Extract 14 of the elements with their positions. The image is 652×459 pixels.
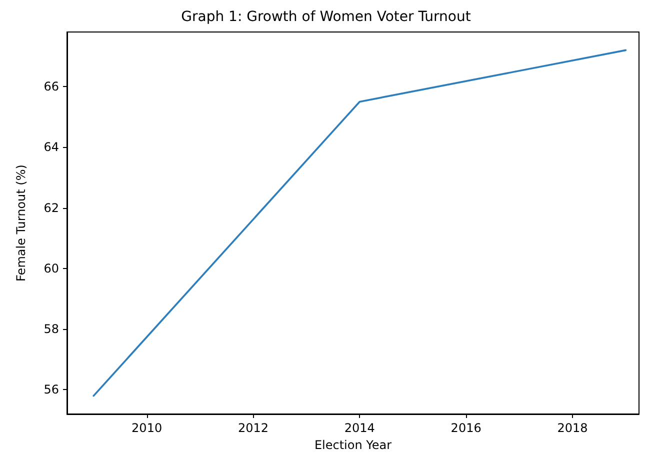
- x-tick-label: 2018: [557, 421, 588, 435]
- x-tick-label: 2010: [132, 421, 162, 435]
- y-tick-label: 58: [44, 322, 59, 336]
- x-axis-title: Election Year: [314, 438, 392, 452]
- y-tick-label: 62: [44, 200, 59, 215]
- x-tick-label: 2014: [344, 421, 375, 435]
- y-tick-label: 60: [44, 261, 59, 276]
- y-tick-label: 66: [44, 80, 59, 94]
- y-tick-label: 64: [44, 140, 59, 154]
- y-tick-label: 56: [44, 382, 59, 397]
- chart-title: Graph 1: Growth of Women Voter Turnout: [181, 9, 472, 25]
- x-tick-label: 2012: [238, 421, 269, 435]
- y-axis-title: Female Turnout (%): [14, 164, 28, 282]
- x-tick-label: 2016: [450, 421, 482, 435]
